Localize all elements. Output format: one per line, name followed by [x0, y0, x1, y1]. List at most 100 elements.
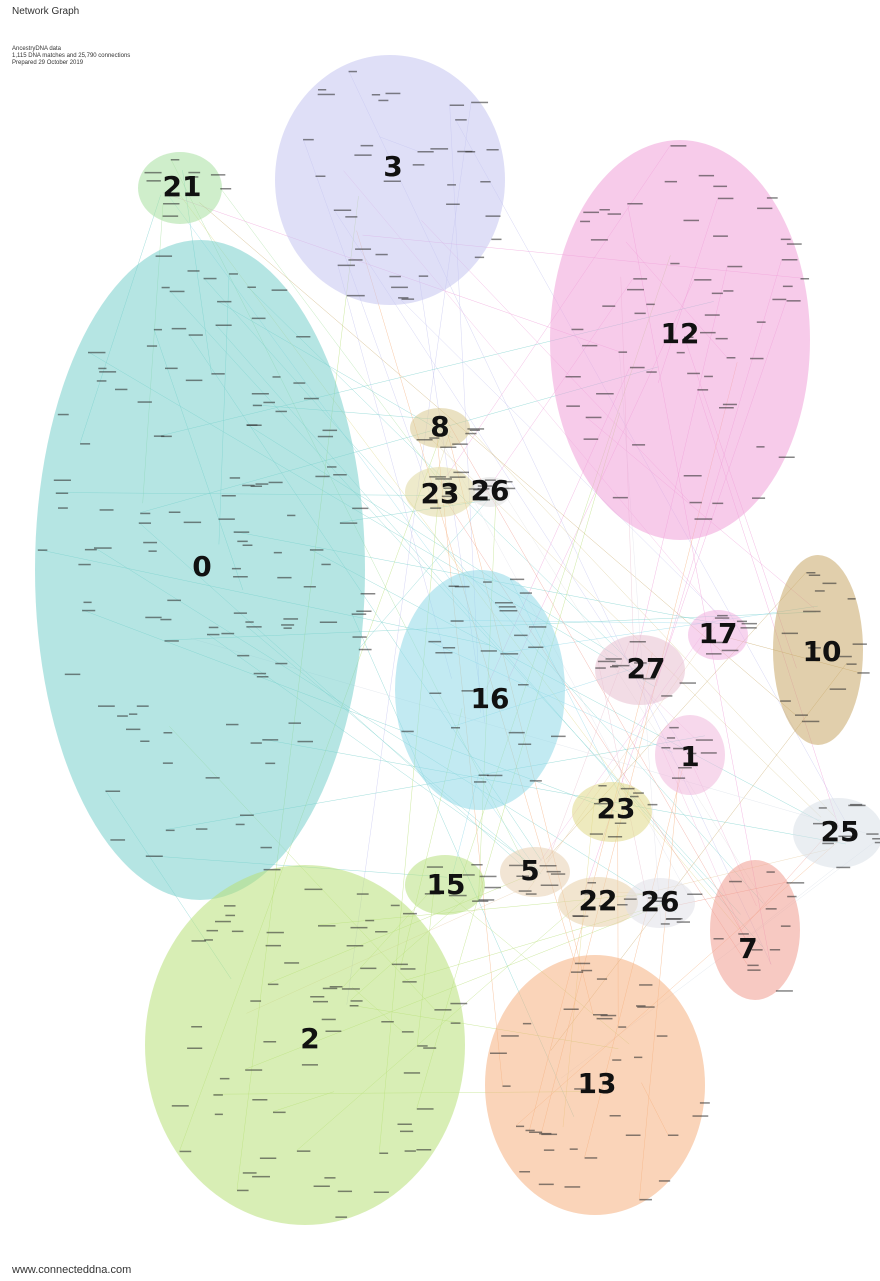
node	[597, 978, 607, 980]
node	[147, 345, 157, 347]
node	[345, 216, 357, 218]
node	[779, 457, 795, 459]
node	[209, 627, 219, 629]
node	[272, 289, 288, 291]
node	[471, 864, 482, 866]
node	[229, 273, 238, 275]
node	[450, 1003, 467, 1005]
clusters	[35, 55, 880, 1225]
node	[787, 896, 796, 898]
node	[452, 443, 468, 445]
node	[540, 865, 557, 867]
node	[304, 586, 316, 588]
node	[475, 257, 484, 259]
node	[169, 512, 181, 514]
node	[606, 658, 622, 660]
node	[566, 405, 580, 407]
node	[349, 71, 357, 73]
node	[164, 732, 173, 734]
node	[490, 1053, 507, 1055]
node	[491, 239, 501, 241]
node	[351, 1000, 363, 1002]
node	[783, 286, 793, 288]
node	[187, 1048, 202, 1050]
node	[451, 1022, 461, 1024]
node	[145, 172, 162, 174]
node	[154, 435, 164, 437]
node	[365, 920, 374, 922]
node	[398, 297, 408, 299]
node	[782, 259, 798, 261]
node	[500, 610, 518, 612]
node	[215, 921, 231, 923]
node	[287, 515, 295, 517]
node	[610, 666, 618, 668]
node	[172, 328, 186, 330]
node	[216, 325, 232, 327]
node	[747, 969, 760, 971]
node	[671, 145, 687, 147]
cluster-label: 2	[300, 1022, 319, 1055]
node	[247, 425, 262, 427]
node	[465, 151, 475, 153]
node	[541, 885, 559, 887]
cluster-area	[710, 860, 800, 1000]
node	[225, 915, 235, 917]
node	[160, 619, 171, 621]
node	[320, 622, 337, 624]
node	[354, 154, 371, 156]
node	[85, 549, 97, 551]
node	[298, 741, 313, 743]
node	[590, 833, 603, 835]
node	[481, 650, 497, 652]
node	[305, 889, 323, 891]
node	[180, 1151, 192, 1153]
node	[795, 714, 808, 716]
node	[648, 804, 658, 806]
node	[236, 824, 245, 826]
node	[661, 695, 672, 697]
node	[697, 389, 708, 391]
node	[237, 541, 247, 543]
node	[166, 830, 175, 832]
node	[526, 893, 537, 895]
node	[274, 552, 282, 554]
node	[528, 647, 543, 649]
node	[612, 1059, 621, 1061]
node	[138, 401, 152, 403]
node	[284, 627, 292, 629]
node	[303, 139, 314, 141]
node	[400, 968, 415, 970]
node	[281, 624, 294, 626]
node	[351, 927, 368, 929]
node	[639, 984, 652, 986]
node	[189, 334, 203, 336]
node	[866, 833, 878, 835]
node	[583, 212, 599, 214]
node	[695, 518, 713, 520]
node	[257, 676, 269, 678]
node	[585, 1157, 598, 1159]
node	[253, 405, 262, 407]
node	[137, 705, 149, 707]
node	[283, 618, 298, 620]
node	[211, 174, 225, 176]
node	[519, 890, 532, 892]
node	[453, 472, 469, 474]
node	[815, 590, 825, 592]
node	[139, 522, 151, 524]
node	[514, 635, 527, 637]
node	[750, 358, 763, 360]
node	[266, 945, 281, 947]
node	[418, 151, 434, 153]
node	[806, 572, 815, 574]
node	[146, 856, 163, 858]
edge	[262, 739, 846, 844]
node	[267, 932, 284, 934]
node	[551, 736, 566, 738]
cluster-label: 5	[520, 854, 539, 887]
node	[297, 1150, 310, 1152]
node	[264, 869, 281, 871]
node	[434, 1009, 451, 1011]
node	[544, 1149, 554, 1151]
